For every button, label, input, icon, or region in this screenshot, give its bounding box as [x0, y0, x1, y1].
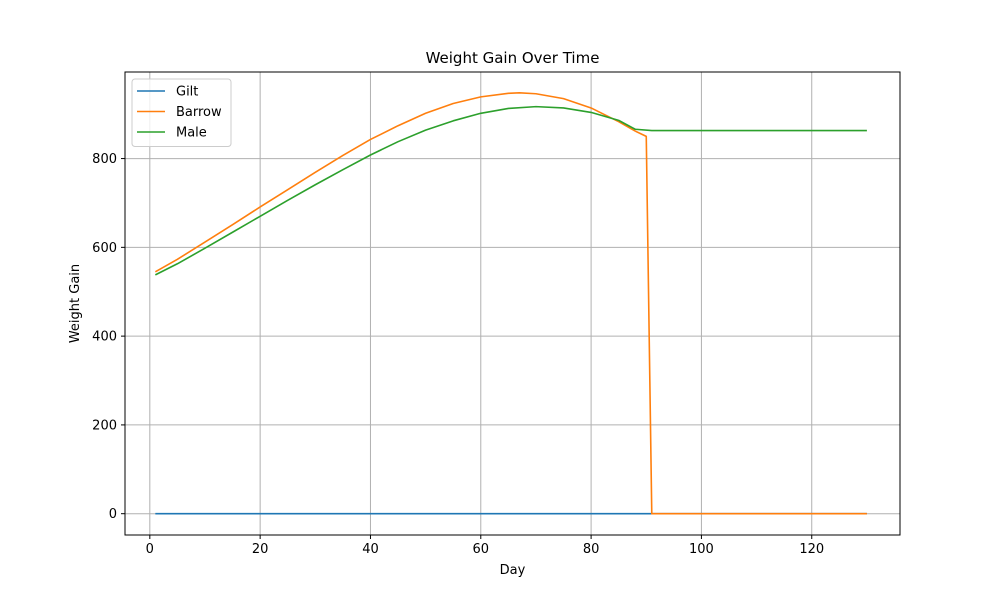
y-tick-label: 400 [92, 330, 117, 345]
y-axis-label: Weight Gain [68, 264, 83, 343]
axis-ticks: 0 20 40 60 80 100 120 0 200 400 600 800 [92, 152, 824, 557]
legend-label-barrow: Barrow [176, 105, 222, 120]
legend-box [131, 78, 232, 147]
plot-frame [124, 71, 901, 536]
legend-label-gilt: Gilt [176, 85, 198, 100]
x-tick-label: 60 [473, 542, 490, 557]
series-line-male [154, 105, 867, 276]
legend: Gilt Barrow Male [131, 78, 232, 147]
x-tick-label: 40 [362, 542, 379, 557]
y-tick-label: 800 [92, 152, 117, 167]
series-lines [154, 92, 867, 515]
x-tick-label: 100 [689, 542, 714, 557]
legend-label-male: Male [176, 126, 207, 141]
y-tick-label: 200 [92, 418, 117, 433]
x-axis-label: Day [500, 563, 526, 578]
chart-title: Weight Gain Over Time [426, 49, 600, 67]
x-tick-label: 120 [799, 542, 824, 557]
series-line-barrow [154, 92, 867, 515]
y-tick-label: 600 [92, 241, 117, 256]
y-tick-label: 0 [109, 507, 117, 522]
x-tick-label: 20 [252, 542, 269, 557]
x-tick-label: 0 [146, 542, 154, 557]
x-tick-label: 80 [583, 542, 600, 557]
